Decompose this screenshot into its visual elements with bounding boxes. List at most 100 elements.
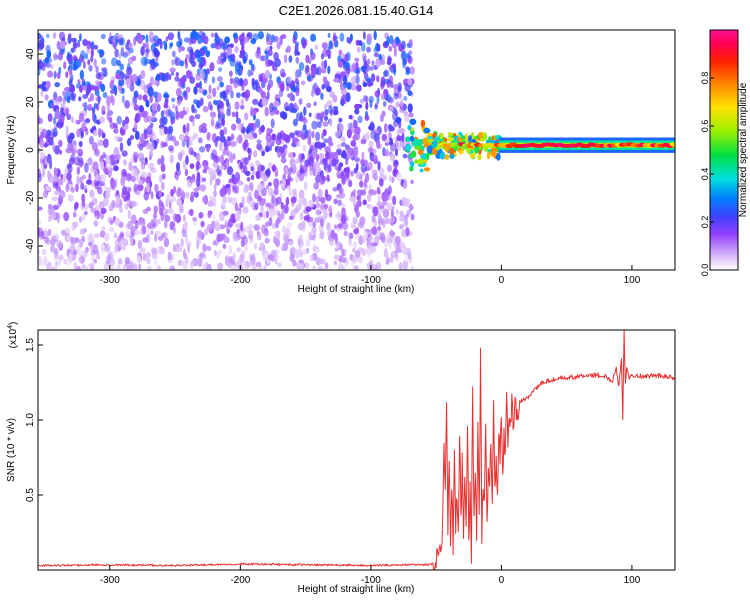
spectrogram-noise-cell	[97, 139, 105, 147]
snr-panel: -300 -200 -100 0 100 0.5 1.0 1.5 Height of str…	[6, 322, 676, 595]
spectrogram-noise-cell	[297, 239, 304, 248]
spectrogram-signal-cell	[423, 143, 429, 148]
spectrogram-noise-cell	[160, 163, 166, 172]
spectrogram-noise-cell	[315, 257, 320, 266]
colorbar-label: Normalized spectral amplitude	[738, 82, 749, 217]
spectrogram-noise-cell	[53, 167, 58, 177]
spectrogram-noise-cell	[158, 235, 164, 242]
spectrogram-noise-cell	[170, 224, 174, 231]
spectrogram-noise-cell	[126, 138, 132, 147]
spectrogram-noise-cell	[296, 141, 301, 147]
spectrogram-noise-cell	[301, 80, 306, 86]
spectrogram-noise-cell	[279, 68, 286, 78]
spectrogram-noise-cell	[298, 98, 303, 105]
spectrogram-noise-cell	[250, 63, 255, 71]
spectrogram-noise-cell	[153, 80, 160, 86]
spectrogram-noise-cell	[189, 163, 195, 170]
spectrogram-noise-cell	[176, 87, 182, 97]
spectrogram-noise-cell	[315, 166, 322, 172]
spectrogram-noise-cell	[289, 215, 294, 220]
spectrogram-noise-cell	[381, 110, 386, 118]
spectrogram-noise-cell	[88, 262, 95, 269]
spectrogram-noise-cell	[126, 199, 132, 207]
spectrogram-noise-cell	[173, 185, 177, 194]
spectrogram-noise-cell	[86, 179, 92, 185]
spectrogram-noise-cell	[326, 146, 331, 153]
spectrogram-noise-cell	[90, 41, 95, 50]
spectrogram-noise-cell	[337, 149, 344, 156]
spectrogram-noise-cell	[145, 99, 150, 108]
spectrogram-noise-cell	[376, 186, 381, 195]
spectrogram-noise-cell	[114, 135, 120, 141]
spectrogram-noise-cell	[73, 261, 77, 270]
spectrogram-noise-cell	[56, 40, 61, 50]
spectrogram-noise-cell	[62, 90, 66, 97]
spectrogram-noise-cell	[256, 143, 262, 151]
spectrogram-noise-cell	[228, 245, 233, 255]
spectrogram-noise-cell	[260, 91, 267, 100]
spectrogram-noise-cell	[234, 62, 241, 72]
spectrogram-noise-cell	[67, 141, 73, 151]
spectrogram-noise-cell	[175, 111, 179, 120]
spectrogram-noise-cell	[157, 264, 161, 270]
spectrogram-noise-cell	[71, 116, 75, 124]
spectrogram-noise-cell	[198, 212, 204, 219]
spectrogram-noise-cell	[229, 70, 233, 77]
spectrogram-noise-cell	[150, 230, 154, 236]
spectrogram-noise-cell	[350, 126, 357, 134]
spectrogram-noise-cell	[223, 53, 227, 62]
spectrogram-noise-cell	[289, 166, 294, 172]
spectrogram-noise-cell	[50, 244, 55, 253]
spectrogram-noise-cell	[190, 150, 195, 156]
spectrogram-noise-cell	[395, 244, 402, 253]
spectrogram-noise-cell	[409, 66, 415, 75]
spectrogram-noise-cell	[385, 217, 390, 225]
spectrogram-noise-cell	[46, 50, 52, 59]
spectrogram-noise-cell	[273, 100, 280, 107]
spectrogram-noise-cell	[120, 46, 125, 57]
spectrogram-noise-cell	[68, 60, 73, 67]
spectrogram-noise-cell	[410, 213, 415, 221]
spectrogram-noise-cell	[308, 112, 312, 118]
spectrogram-noise-cell	[216, 251, 220, 260]
spectrogram-noise-cell	[95, 72, 102, 80]
spectrogram-noise-cell	[39, 151, 45, 160]
spectrogram-noise-cell	[244, 36, 250, 43]
spectrogram-noise-cell	[352, 216, 358, 225]
spectrogram-noise-cell	[91, 197, 98, 206]
spectrogram-signal-cell	[490, 150, 497, 157]
spectrogram-noise-cell	[85, 265, 89, 270]
spectrogram-noise-cell	[93, 113, 97, 124]
spectrogram-noise-cell	[226, 103, 231, 112]
spectrogram-noise-cell	[60, 47, 65, 53]
spectrogram-signal-cell	[449, 147, 455, 155]
spectrogram-noise-cell	[408, 112, 414, 118]
spectrogram-noise-cell	[407, 103, 413, 113]
spectrogram-noise-cell	[370, 73, 376, 83]
spectrogram-noise-cell	[119, 231, 125, 240]
spectrogram-noise-cell	[93, 130, 98, 137]
spectrogram-noise-cell	[164, 101, 168, 107]
spectrogram-noise-cell	[291, 135, 295, 145]
spectrogram-noise-cell	[392, 195, 397, 206]
spectrogram-noise-cell	[241, 196, 245, 206]
spectrogram-noise-cell	[82, 61, 86, 69]
spectrogram-noise-cell	[326, 174, 330, 182]
spectrogram-noise-cell	[407, 78, 413, 86]
spectrogram-noise-cell	[255, 261, 262, 268]
spectrogram-noise-cell	[100, 33, 106, 40]
spectrogram-noise-cell	[144, 110, 149, 118]
spectrogram-noise-cell	[312, 233, 316, 241]
spectrogram-noise-cell	[389, 229, 394, 236]
spectrogram-noise-cell	[122, 119, 126, 127]
spectrogram-noise-cell	[70, 84, 75, 94]
spectrogram-noise-cell	[241, 43, 245, 53]
spectrogram-noise-cell	[93, 220, 99, 227]
spectrogram-noise-cell	[68, 33, 72, 39]
spectrogram-noise-cell	[326, 222, 331, 230]
spectrogram-noise-cell	[244, 170, 251, 177]
spectrogram-noise-cell	[136, 189, 141, 196]
spectrogram-noise-cell	[251, 81, 258, 91]
spectrogram-noise-cell	[387, 164, 392, 173]
spectrogram-noise-cell	[253, 243, 258, 250]
